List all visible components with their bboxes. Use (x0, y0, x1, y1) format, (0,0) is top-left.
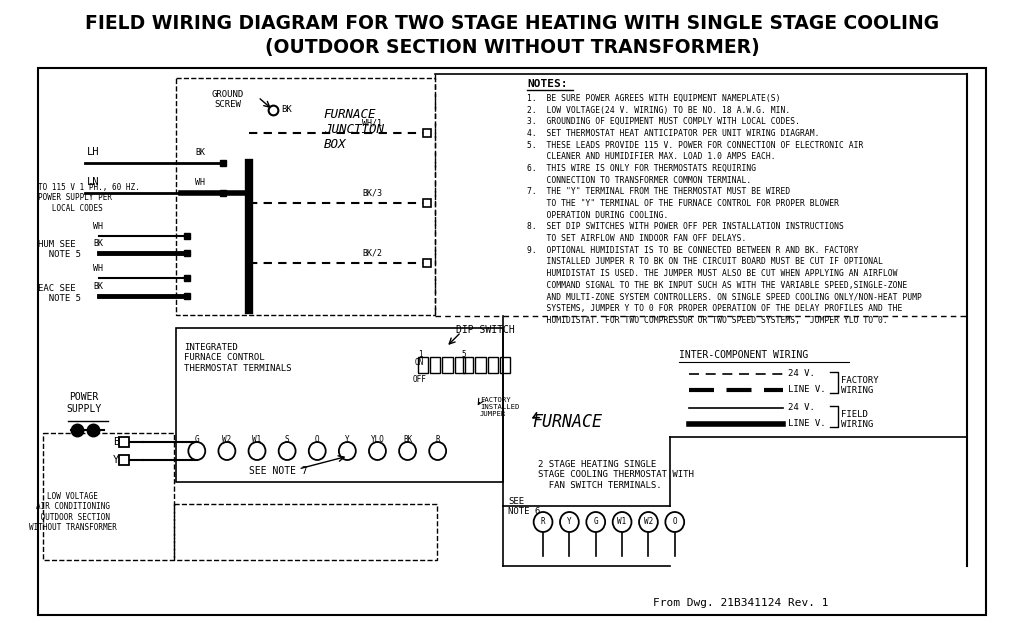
Text: 1: 1 (418, 350, 423, 359)
Text: FACTORY: FACTORY (842, 376, 879, 385)
Text: FIELD: FIELD (842, 410, 868, 419)
Text: BK: BK (93, 282, 103, 291)
Text: (OUTDOOR SECTION WITHOUT TRANSFORMER): (OUTDOOR SECTION WITHOUT TRANSFORMER) (264, 38, 760, 57)
Text: FACTORY
INSTALLED
JUMPER: FACTORY INSTALLED JUMPER (480, 397, 519, 417)
Text: YLO: YLO (371, 435, 384, 444)
Text: O: O (673, 516, 677, 525)
Bar (487, 357, 498, 373)
Text: LH: LH (87, 147, 99, 157)
Bar (418, 357, 428, 373)
Text: Y: Y (113, 455, 120, 465)
Text: POWER
SUPPLY: POWER SUPPLY (67, 392, 101, 414)
Text: 24 V.: 24 V. (787, 369, 814, 378)
Text: W2: W2 (222, 435, 231, 444)
Text: FURNACE: FURNACE (531, 413, 602, 431)
Text: R: R (541, 516, 546, 525)
Text: INTEGRATED
FURNACE CONTROL
THERMOSTAT TERMINALS: INTEGRATED FURNACE CONTROL THERMOSTAT TE… (183, 343, 291, 373)
Text: 24 V.: 24 V. (787, 403, 814, 412)
Text: LINE V.: LINE V. (787, 419, 825, 428)
Text: W2: W2 (644, 516, 653, 525)
Text: BK: BK (282, 105, 292, 113)
Text: O: O (315, 435, 319, 444)
Bar (455, 357, 465, 373)
Bar (430, 357, 440, 373)
Text: BK/2: BK/2 (362, 249, 382, 258)
Text: ON: ON (414, 358, 423, 367)
Text: G: G (195, 435, 199, 444)
Text: R: R (435, 435, 440, 444)
Text: GROUND
SCREW: GROUND SCREW (212, 90, 244, 110)
Text: FURNACE
JUNCTION
BOX: FURNACE JUNCTION BOX (324, 108, 384, 151)
Text: SEE
NOTE 6: SEE NOTE 6 (508, 497, 541, 516)
Text: B: B (113, 437, 120, 447)
Text: BK: BK (93, 239, 103, 248)
Text: W1: W1 (617, 516, 627, 525)
Text: WIRING: WIRING (842, 386, 873, 395)
Text: FIELD WIRING DIAGRAM FOR TWO STAGE HEATING WITH SINGLE STAGE COOLING: FIELD WIRING DIAGRAM FOR TWO STAGE HEATI… (85, 14, 939, 33)
Text: LN: LN (87, 177, 99, 187)
Text: W1: W1 (252, 435, 262, 444)
Text: WH/1: WH/1 (362, 119, 382, 128)
Text: LOW VOLTAGE
AIR CONDITIONING
 OUTDOOR SECTION
WITHOUT TRANSFORMER: LOW VOLTAGE AIR CONDITIONING OUTDOOR SEC… (29, 492, 117, 532)
Text: WH: WH (93, 264, 103, 273)
Text: WH: WH (195, 178, 205, 187)
Text: OFF: OFF (413, 375, 426, 384)
Text: Y: Y (567, 516, 571, 525)
Text: DIP SWITCH: DIP SWITCH (457, 325, 515, 335)
Text: G: G (594, 516, 598, 525)
Text: WH: WH (93, 222, 103, 231)
Bar (442, 357, 453, 373)
Text: BK: BK (195, 148, 205, 157)
Bar (475, 357, 485, 373)
Text: BK/3: BK/3 (362, 189, 382, 198)
Text: HUM SEE
  NOTE 5: HUM SEE NOTE 5 (38, 240, 81, 259)
Text: LINE V.: LINE V. (787, 385, 825, 394)
Text: 5: 5 (461, 350, 466, 359)
Text: Y: Y (345, 435, 349, 444)
Bar (500, 357, 510, 373)
Text: BK: BK (402, 435, 413, 444)
Text: S: S (285, 435, 290, 444)
Text: INTER-COMPONENT WIRING: INTER-COMPONENT WIRING (680, 350, 809, 360)
Text: 1.  BE SURE POWER AGREES WITH EQUIPMENT NAMEPLATE(S)
2.  LOW VOLTAGE(24 V. WIRIN: 1. BE SURE POWER AGREES WITH EQUIPMENT N… (527, 94, 922, 325)
Text: TO 115 V 1 PH., 60 HZ.
POWER SUPPLY PER
   LOCAL CODES: TO 115 V 1 PH., 60 HZ. POWER SUPPLY PER … (38, 183, 139, 213)
Text: From Dwg. 21B341124 Rev. 1: From Dwg. 21B341124 Rev. 1 (653, 598, 828, 608)
Text: EAC SEE
  NOTE 5: EAC SEE NOTE 5 (38, 284, 81, 303)
Text: 2 STAGE HEATING SINGLE
STAGE COOLING THERMOSTAT WITH
  FAN SWITCH TERMINALS.: 2 STAGE HEATING SINGLE STAGE COOLING THE… (539, 460, 694, 490)
Text: SEE NOTE 7: SEE NOTE 7 (249, 466, 307, 476)
Text: NOTES:: NOTES: (527, 79, 567, 89)
Text: WIRING: WIRING (842, 420, 873, 429)
Bar (463, 357, 473, 373)
